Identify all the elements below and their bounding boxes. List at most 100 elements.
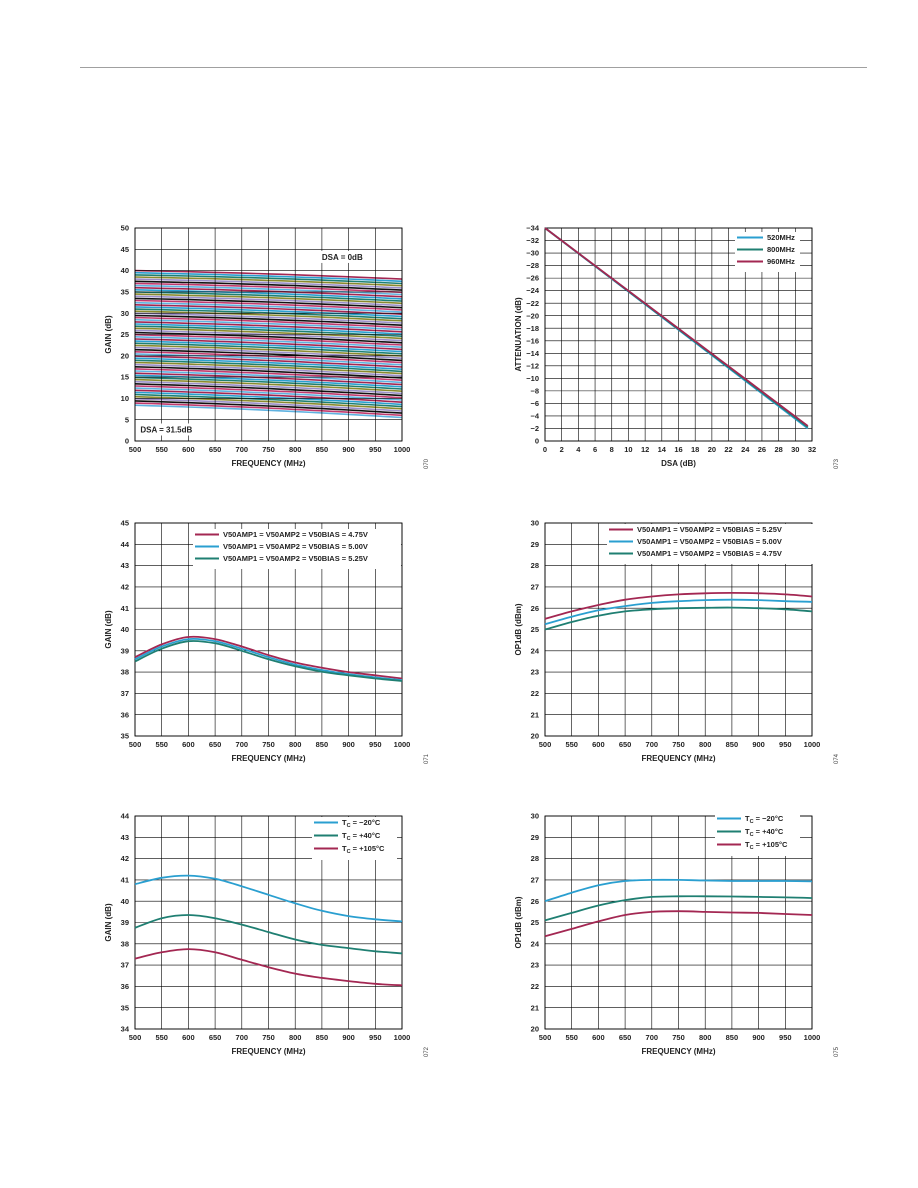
x-tick-label: 32	[808, 445, 816, 454]
y-tick-label: −2	[530, 424, 539, 433]
y-tick-label: 36	[121, 710, 129, 719]
y-tick-label: −26	[526, 274, 539, 283]
x-axis-title: FREQUENCY (MHz)	[641, 1047, 715, 1056]
x-tick-label: 800	[289, 1033, 302, 1042]
y-tick-label: 28	[531, 561, 539, 570]
series-line-2	[134, 948, 403, 987]
legend-label-0: V50AMP1 = V50AMP2 = V50BIAS = 5.25V	[637, 525, 782, 534]
series-line-2	[544, 606, 813, 631]
x-tick-label: 500	[129, 1033, 142, 1042]
y-tick-label: −4	[530, 412, 539, 421]
x-tick-label: 850	[726, 1033, 739, 1042]
x-tick-label: 14	[658, 445, 667, 454]
x-axis-title: FREQUENCY (MHz)	[231, 459, 305, 468]
y-tick-label: 38	[121, 939, 129, 948]
x-tick-label: 850	[316, 740, 329, 749]
x-axis-title: FREQUENCY (MHz)	[231, 1047, 305, 1056]
plot-frame	[544, 227, 813, 442]
x-tick-label: 1000	[804, 1033, 821, 1042]
x-tick-label: 650	[209, 740, 222, 749]
x-tick-label: 4	[576, 445, 581, 454]
y-tick-label: 0	[535, 437, 539, 446]
x-tick-label: 750	[672, 740, 685, 749]
x-tick-label: 26	[758, 445, 766, 454]
figure-id: 074	[834, 753, 840, 764]
x-tick-label: 1000	[394, 1033, 411, 1042]
y-tick-label: −6	[530, 399, 539, 408]
x-tick-label: 30	[791, 445, 799, 454]
annotation-label: DSA = 0dB	[322, 253, 363, 262]
legend-bg	[715, 813, 800, 856]
y-tick-label: 23	[531, 668, 539, 677]
y-tick-label: 36	[121, 982, 129, 991]
x-tick-label: 500	[129, 740, 142, 749]
x-tick-label: 650	[209, 1033, 222, 1042]
series-line-0	[134, 635, 403, 680]
x-tick-label: 650	[209, 445, 222, 454]
series-line-1	[134, 637, 403, 682]
y-tick-label: 21	[531, 1003, 539, 1012]
figure-id: 071	[424, 753, 430, 764]
y-tick-label: −10	[526, 374, 539, 383]
y-tick-label: 41	[121, 604, 129, 613]
y-tick-label: 25	[121, 330, 129, 339]
x-tick-label: 850	[726, 740, 739, 749]
y-tick-label: 27	[531, 583, 539, 592]
x-tick-label: 16	[674, 445, 682, 454]
x-tick-label: 800	[289, 445, 302, 454]
y-tick-label: 44	[121, 812, 130, 821]
y-tick-label: 22	[531, 982, 539, 991]
x-tick-label: 28	[774, 445, 782, 454]
y-tick-label: −34	[526, 224, 540, 233]
x-tick-label: 24	[741, 445, 750, 454]
y-tick-label: −28	[526, 261, 539, 270]
y-tick-label: 29	[531, 833, 539, 842]
grid	[134, 522, 403, 737]
y-tick-label: 39	[121, 918, 129, 927]
legend-label-2: V50AMP1 = V50AMP2 = V50BIAS = 4.75V	[637, 549, 782, 558]
x-tick-label: 850	[316, 1033, 329, 1042]
chart-gain-vs-frequency-supply: 500 550 600 650 700 750 800 850 900 950 1000 35 36 37…	[104, 519, 430, 764]
x-tick-label: 550	[155, 740, 168, 749]
y-tick-label: 20	[531, 732, 539, 741]
plot-frame	[544, 815, 813, 1030]
x-axis-title: FREQUENCY (MHz)	[641, 754, 715, 763]
y-tick-label: 43	[121, 833, 129, 842]
legend: TC = −20°C TC = +40°C TC = +105°C	[715, 813, 800, 856]
x-tick-label: 550	[155, 445, 168, 454]
series-line-2	[134, 640, 403, 682]
legend-label-0: TC = −20°C	[342, 818, 381, 829]
x-tick-label: 550	[565, 1033, 578, 1042]
x-tick-label: 850	[316, 445, 329, 454]
series-line-0	[544, 878, 813, 903]
y-tick-label: 35	[121, 732, 129, 741]
x-tick-label: 900	[342, 445, 355, 454]
legend-label-1: TC = +40°C	[745, 827, 784, 838]
annotation-bg	[137, 423, 203, 436]
annotation-label: DSA = 31.5dB	[140, 425, 192, 434]
page-header-rule	[80, 67, 867, 68]
y-tick-label: 15	[121, 373, 129, 382]
x-tick-label: 950	[369, 445, 382, 454]
legend-label-1: 800MHz	[767, 245, 795, 254]
legend-bg	[607, 524, 815, 564]
y-tick-label: −24	[526, 286, 540, 295]
x-tick-label: 0	[543, 445, 547, 454]
x-tick-label: 22	[724, 445, 732, 454]
figure-id: 070	[424, 458, 430, 469]
y-tick-label: −22	[526, 299, 539, 308]
y-tick-label: 24	[531, 646, 540, 655]
x-tick-label: 600	[182, 740, 195, 749]
y-tick-label: −14	[526, 349, 540, 358]
y-tick-label: 42	[121, 583, 129, 592]
y-tick-label: 35	[121, 1003, 129, 1012]
x-tick-label: 550	[155, 1033, 168, 1042]
series-line-1	[544, 598, 813, 626]
x-tick-label: 700	[646, 1033, 659, 1042]
figure-id: 073	[834, 458, 840, 469]
legend: V50AMP1 = V50AMP2 = V50BIAS = 4.75V V50AM…	[193, 529, 401, 569]
legend-label-1: V50AMP1 = V50AMP2 = V50BIAS = 5.00V	[637, 537, 782, 546]
x-tick-label: 800	[699, 740, 712, 749]
x-tick-label: 650	[619, 740, 632, 749]
y-tick-label: 50	[121, 224, 129, 233]
